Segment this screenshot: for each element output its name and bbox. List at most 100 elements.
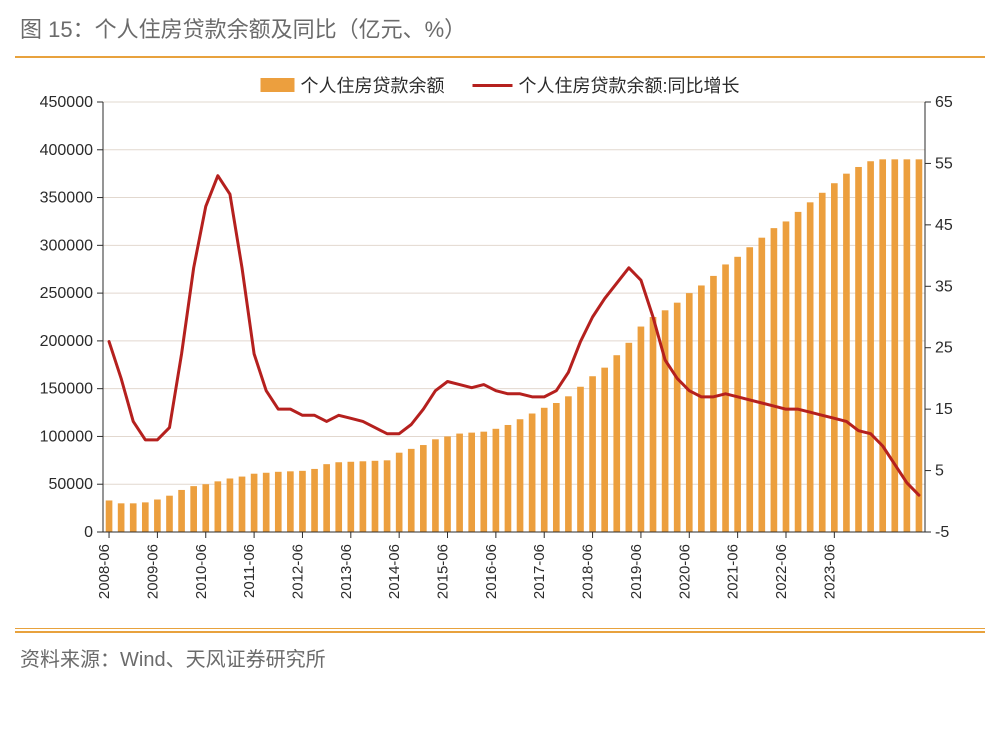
- x-label: 2008-06: [96, 544, 113, 599]
- x-label: 2010-06: [193, 544, 210, 599]
- bar: [263, 473, 270, 532]
- bar: [589, 376, 596, 532]
- legend-label-bar: 个人住房贷款余额: [301, 72, 445, 98]
- bar: [638, 327, 645, 532]
- bar: [529, 414, 536, 532]
- bar: [468, 433, 475, 532]
- x-label: 2009-06: [144, 544, 161, 599]
- bar: [541, 408, 548, 532]
- y-right-label: 55: [935, 155, 953, 172]
- x-label: 2020-06: [676, 544, 693, 599]
- y-left-label: 200000: [40, 333, 93, 350]
- y-right-label: 25: [935, 340, 953, 357]
- x-label: 2011-06: [241, 544, 258, 598]
- bar: [311, 469, 318, 532]
- bar: [142, 502, 149, 532]
- bar: [299, 471, 306, 532]
- bar: [106, 500, 113, 532]
- bar: [577, 387, 584, 532]
- chart-svg: 0 50000 100000 150000 200000 250000 300000 3500…: [15, 68, 985, 628]
- bar: [710, 276, 717, 532]
- y-left-label: 150000: [40, 381, 93, 398]
- bar: [190, 486, 197, 532]
- y-left-label: 250000: [40, 285, 93, 302]
- bar: [795, 212, 802, 532]
- bar: [384, 460, 391, 532]
- bar: [251, 474, 258, 532]
- legend-swatch-bar: [261, 78, 295, 92]
- bar: [493, 429, 500, 532]
- y-left-label: 100000: [40, 428, 93, 445]
- y-left-label: 50000: [49, 476, 94, 493]
- bar: [178, 490, 185, 532]
- bar: [360, 461, 367, 532]
- legend-item-line: 个人住房贷款余额:同比增长: [473, 72, 740, 98]
- bar: [227, 478, 234, 532]
- bar: [783, 221, 790, 532]
- x-label: 2012-06: [289, 544, 306, 599]
- bar: [130, 503, 137, 532]
- y-left-label: 0: [84, 524, 93, 541]
- legend-label-line: 个人住房贷款余额:同比增长: [519, 72, 740, 98]
- bar: [335, 462, 342, 532]
- bar: [396, 453, 403, 532]
- chart-title: 图 15：个人住房贷款余额及同比（亿元、%）: [0, 0, 1000, 56]
- legend-item-bar: 个人住房贷款余额: [261, 72, 445, 98]
- top-rule: [15, 56, 985, 58]
- bar: [444, 436, 451, 532]
- bar: [662, 310, 669, 532]
- bar: [166, 496, 173, 532]
- bar: [904, 159, 911, 532]
- bar: [867, 161, 874, 532]
- x-label: 2022-06: [773, 544, 790, 599]
- y-right-label: 65: [935, 94, 953, 111]
- legend-swatch-line: [473, 84, 513, 87]
- y-right-label: 5: [935, 463, 944, 480]
- bar: [202, 484, 209, 532]
- bar: [323, 464, 330, 532]
- legend: 个人住房贷款余额 个人住房贷款余额:同比增长: [261, 72, 740, 98]
- x-label: 2015-06: [435, 544, 452, 599]
- bar: [275, 472, 282, 532]
- bar: [843, 174, 850, 532]
- y-right-label: -5: [935, 524, 949, 541]
- bar: [879, 159, 886, 532]
- bar: [505, 425, 512, 532]
- bar: [626, 343, 633, 532]
- bar: [372, 461, 379, 532]
- bar: [686, 293, 693, 532]
- bar: [746, 247, 753, 532]
- bar: [758, 238, 765, 532]
- x-label: 2019-06: [628, 544, 645, 599]
- bar: [408, 449, 415, 532]
- bar: [771, 228, 778, 532]
- x-label: 2023-06: [821, 544, 838, 599]
- x-label: 2016-06: [483, 544, 500, 599]
- y-left-label: 300000: [40, 237, 93, 254]
- bar: [480, 432, 487, 532]
- y-right-label: 45: [935, 217, 953, 234]
- bar: [613, 355, 620, 532]
- x-label: 2014-06: [386, 544, 403, 599]
- x-label: 2021-06: [725, 544, 742, 599]
- y-right-label: 35: [935, 278, 953, 295]
- y-left-label: 450000: [40, 94, 93, 111]
- bar: [239, 477, 246, 532]
- bar: [674, 303, 681, 532]
- bar: [432, 439, 439, 532]
- bar: [855, 167, 862, 532]
- y-left-label: 350000: [40, 190, 93, 207]
- x-label: 2017-06: [531, 544, 548, 599]
- x-label: 2018-06: [580, 544, 597, 599]
- bar: [565, 396, 572, 532]
- bar: [553, 403, 560, 532]
- y-right-label: 15: [935, 401, 953, 418]
- bar: [215, 481, 222, 532]
- bar: [819, 193, 826, 532]
- bar: [807, 202, 814, 532]
- bar: [831, 183, 838, 532]
- bar: [916, 159, 923, 532]
- bar: [734, 257, 741, 532]
- bar: [698, 285, 705, 532]
- chart-area: 个人住房贷款余额 个人住房贷款余额:同比增长 0 50000 100000 15000…: [15, 68, 985, 628]
